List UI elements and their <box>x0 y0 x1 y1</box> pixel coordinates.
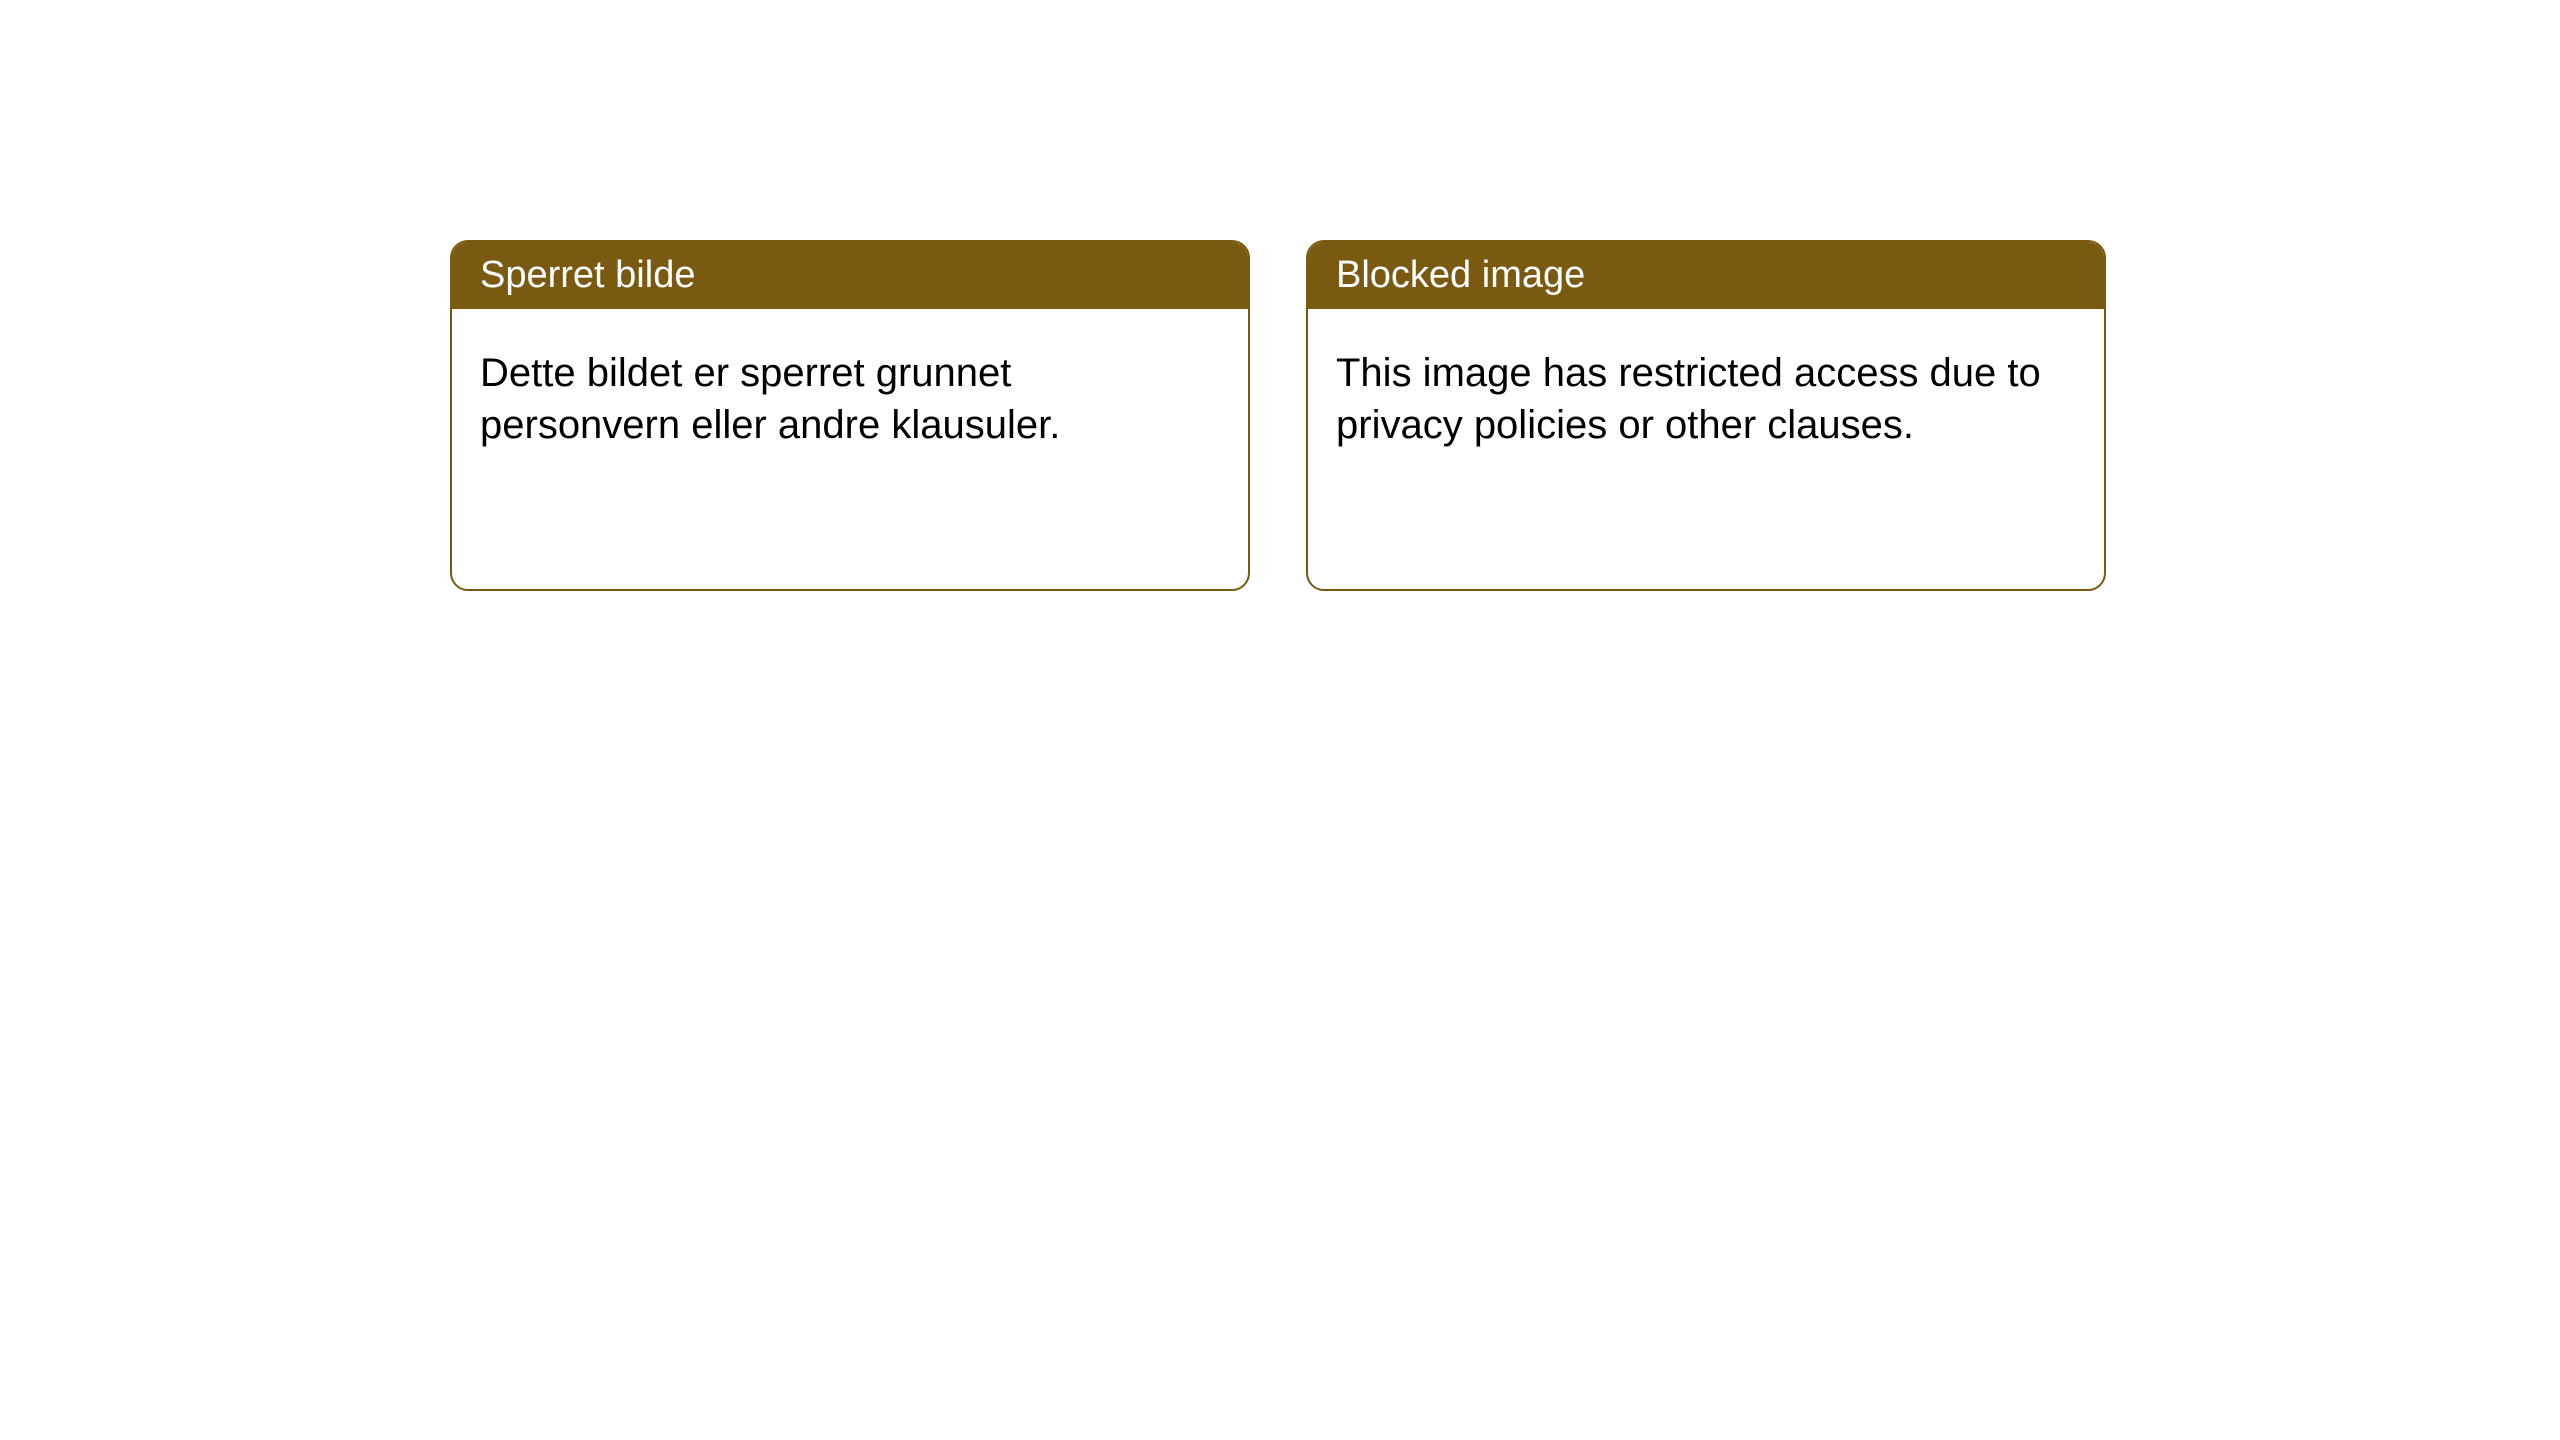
notice-box-norwegian: Sperret bilde Dette bildet er sperret gr… <box>450 240 1250 591</box>
notice-box-english: Blocked image This image has restricted … <box>1306 240 2106 591</box>
notices-container: Sperret bilde Dette bildet er sperret gr… <box>0 0 2560 591</box>
notice-body-text: This image has restricted access due to … <box>1336 351 2041 447</box>
notice-header: Sperret bilde <box>452 242 1248 309</box>
notice-body: Dette bildet er sperret grunnet personve… <box>452 309 1248 589</box>
notice-body: This image has restricted access due to … <box>1308 309 2104 589</box>
notice-title: Sperret bilde <box>480 254 695 296</box>
notice-title: Blocked image <box>1336 254 1585 296</box>
notice-header: Blocked image <box>1308 242 2104 309</box>
notice-body-text: Dette bildet er sperret grunnet personve… <box>480 351 1060 447</box>
